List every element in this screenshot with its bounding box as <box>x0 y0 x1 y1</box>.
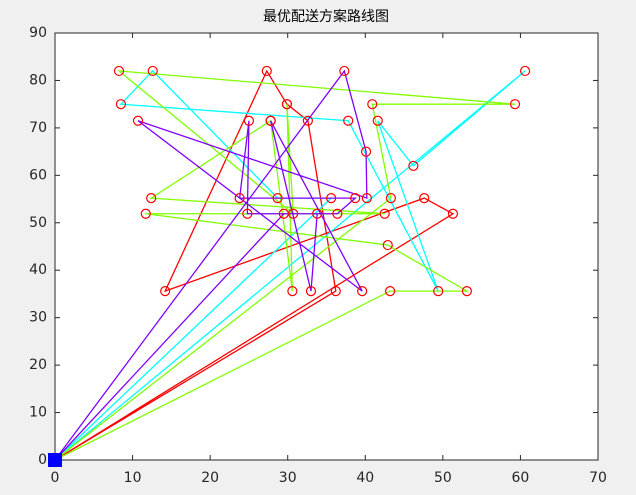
city-marker <box>419 193 430 204</box>
city-marker <box>447 208 459 219</box>
x-tick-label: 60 <box>512 470 530 486</box>
city-marker <box>147 65 158 77</box>
x-tick-label: 0 <box>51 470 60 486</box>
city-marker <box>360 146 372 157</box>
y-tick-label: 70 <box>29 120 47 136</box>
city-marker <box>350 193 361 204</box>
city-marker <box>367 99 378 110</box>
city-marker <box>361 193 372 204</box>
city-marker <box>234 193 245 204</box>
city-marker <box>312 208 323 219</box>
city-marker <box>140 208 151 219</box>
chart-title: 最优配送方案路线图 <box>263 8 389 25</box>
x-tick-label: 50 <box>434 470 452 486</box>
city-marker <box>272 193 283 204</box>
city-marker <box>382 239 393 251</box>
city-marker <box>357 285 368 297</box>
y-tick-label: 60 <box>29 167 47 183</box>
city-marker <box>379 208 390 219</box>
city-marker <box>242 208 253 219</box>
x-tick-label: 20 <box>201 470 219 486</box>
city-marker <box>385 285 396 297</box>
x-tick-label: 70 <box>589 470 607 486</box>
city-marker <box>343 115 354 126</box>
city-marker <box>265 115 276 126</box>
y-tick-label: 0 <box>38 452 47 468</box>
city-marker <box>385 193 396 204</box>
city-marker <box>278 208 289 219</box>
city-marker <box>132 115 144 126</box>
city-marker <box>243 115 255 126</box>
city-marker <box>408 160 419 171</box>
city-marker <box>326 193 337 204</box>
y-tick-label: 50 <box>29 215 47 231</box>
city-marker <box>305 285 317 297</box>
city-marker <box>281 99 293 110</box>
axes-box <box>54 32 599 461</box>
city-marker <box>372 115 383 126</box>
city-marker <box>433 285 444 297</box>
y-tick-label: 10 <box>29 405 47 421</box>
city-marker <box>146 193 157 204</box>
depot-marker <box>48 453 62 467</box>
x-tick-label: 10 <box>124 470 142 486</box>
x-tick-label: 30 <box>279 470 297 486</box>
y-tick-label: 90 <box>29 25 47 41</box>
city-marker <box>332 208 343 219</box>
route-line <box>54 69 368 461</box>
city-marker <box>509 99 521 110</box>
city-marker <box>287 285 298 297</box>
y-tick-label: 40 <box>29 262 47 278</box>
city-marker <box>115 99 127 110</box>
x-tick-label: 40 <box>356 470 374 486</box>
y-tick-label: 20 <box>29 357 47 373</box>
city-marker <box>339 65 350 77</box>
city-marker <box>330 285 341 297</box>
city-marker <box>461 285 473 297</box>
y-tick-label: 80 <box>29 72 47 88</box>
city-marker <box>261 65 272 77</box>
route-line <box>54 69 455 461</box>
y-tick-label: 30 <box>29 310 47 326</box>
city-marker <box>302 115 313 126</box>
city-marker <box>160 285 171 297</box>
route-line <box>54 70 516 461</box>
city-marker <box>113 65 125 77</box>
city-marker <box>519 65 531 77</box>
